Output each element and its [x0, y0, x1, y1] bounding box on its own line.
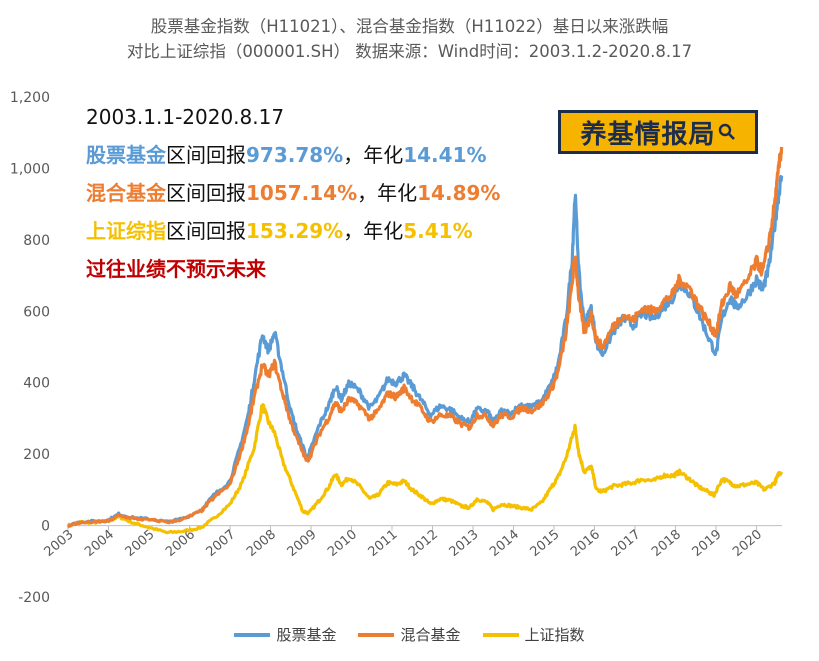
- annotation-stock-annual: 14.41%: [403, 143, 487, 167]
- y-tick-label: 800: [23, 233, 50, 249]
- y-tick-label: 0: [41, 519, 50, 535]
- x-tick-label: 2005: [123, 527, 158, 560]
- chart-title: 股票基金指数（H11021）、混合基金指数（H11022）基日以来涨跌幅 对比上…: [0, 14, 819, 64]
- chart-title-line1: 股票基金指数（H11021）、混合基金指数（H11022）基日以来涨跌幅: [150, 17, 669, 36]
- annotation-index-annual: 5.41%: [403, 219, 473, 243]
- annotation-mixed-t1: 区间回报: [166, 181, 246, 205]
- brand-logo: 养基情报局: [558, 110, 758, 154]
- x-tick-label: 2017: [609, 527, 644, 560]
- x-tick-label: 2009: [285, 527, 320, 560]
- series-line: [67, 174, 784, 528]
- y-tick-label: 1,200: [10, 90, 50, 106]
- annotation-row-index: 上证综指区间回报153.29%，年化5.41%: [86, 212, 500, 250]
- legend-swatch-stock: [234, 632, 271, 637]
- legend-item-mixed: 混合基金: [358, 624, 461, 645]
- series-line: [67, 146, 784, 528]
- annotation-stock-t1: 区间回报: [166, 143, 246, 167]
- legend-label-stock: 股票基金: [276, 626, 337, 644]
- x-tick-label: 2011: [366, 527, 401, 560]
- x-tick-label: 2010: [325, 527, 360, 560]
- y-tick-label: 600: [23, 304, 50, 320]
- x-tick-label: 2014: [487, 527, 522, 560]
- chart-legend: 股票基金 混合基金 上证指数: [0, 624, 819, 645]
- annotation-row-stock: 股票基金区间回报973.78%，年化14.41%: [86, 136, 500, 174]
- series-line: [66, 403, 784, 535]
- annotation-mixed-annual: 14.89%: [417, 181, 501, 205]
- return-annotation: 2003.1.1-2020.8.17 股票基金区间回报973.78%，年化14.…: [86, 98, 500, 288]
- y-tick-label: 400: [23, 376, 50, 392]
- annotation-mixed-name: 混合基金: [86, 181, 166, 205]
- annotation-stock-name: 股票基金: [86, 143, 166, 167]
- x-tick-label: 2008: [244, 527, 279, 560]
- x-tick-label: 2020: [730, 527, 765, 560]
- legend-label-index: 上证指数: [524, 626, 585, 644]
- disclaimer-text: 过往业绩不预示未来: [86, 257, 266, 281]
- x-tick-label: 2019: [690, 527, 725, 560]
- annotation-index-t2: ，年化: [343, 219, 404, 243]
- chart-title-line2: 对比上证综指（000001.SH） 数据来源：Wind时间：2003.1.2-2…: [126, 42, 693, 61]
- legend-label-mixed: 混合基金: [400, 626, 461, 644]
- x-tick-label: 2018: [649, 527, 684, 560]
- legend-item-index: 上证指数: [482, 624, 585, 645]
- annotation-index-name: 上证综指: [86, 219, 166, 243]
- x-tick-label: 2004: [82, 527, 117, 560]
- legend-swatch-index: [482, 632, 519, 637]
- magnifier-icon: [718, 123, 735, 140]
- y-tick-label: 1,000: [10, 161, 50, 177]
- y-tick-label: 200: [23, 447, 50, 463]
- x-tick-label: 2016: [568, 527, 603, 560]
- x-tick-label: 2015: [528, 527, 563, 560]
- x-tick-label: 2013: [447, 527, 482, 560]
- annotation-stock-return: 973.78%: [246, 143, 344, 167]
- brand-logo-text: 养基情报局: [580, 119, 716, 150]
- y-tick-label: -200: [18, 590, 50, 606]
- annotation-mixed-return: 1057.14%: [246, 181, 358, 205]
- annotation-index-return: 153.29%: [246, 219, 344, 243]
- annotation-index-t1: 区间回报: [166, 219, 246, 243]
- legend-item-stock: 股票基金: [234, 624, 336, 645]
- x-tick-label: 2012: [406, 527, 441, 560]
- annotation-stock-t2: ，年化: [343, 143, 404, 167]
- legend-swatch-mixed: [358, 632, 395, 637]
- period-label: 2003.1.1-2020.8.17: [86, 105, 285, 129]
- x-tick-label: 2007: [204, 527, 239, 560]
- annotation-mixed-t2: ，年化: [357, 181, 418, 205]
- annotation-row-mixed: 混合基金区间回报1057.14%，年化14.89%: [86, 174, 500, 212]
